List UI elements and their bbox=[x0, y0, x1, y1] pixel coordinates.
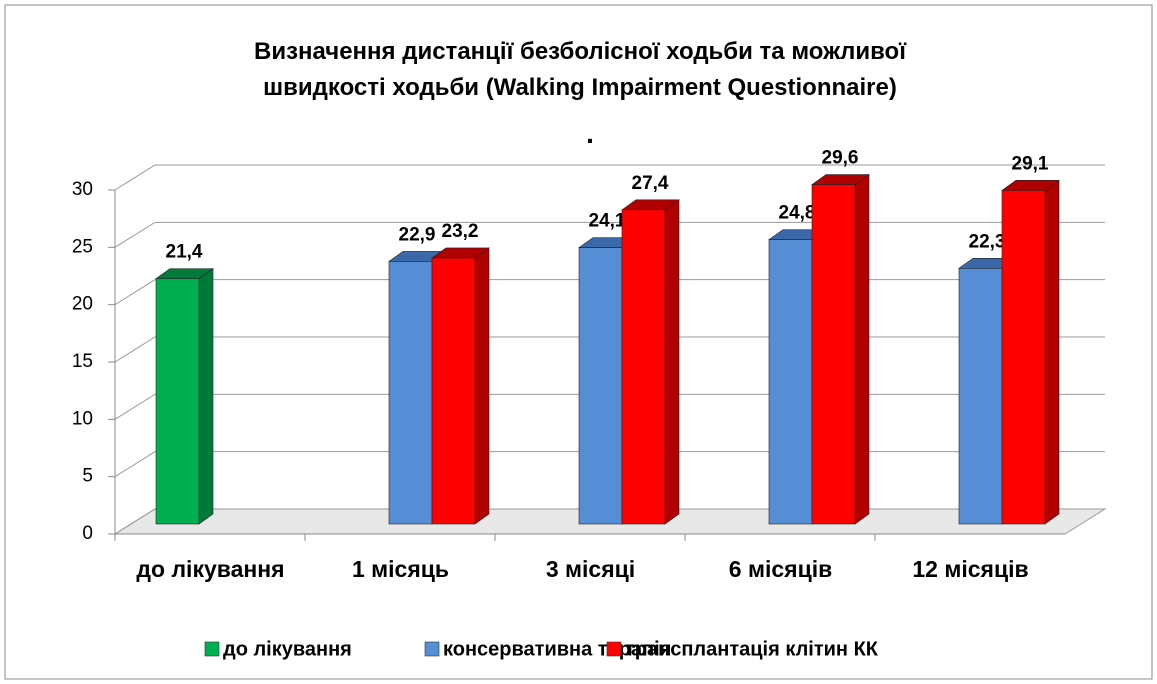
bar bbox=[621, 209, 666, 525]
bar bbox=[1001, 190, 1046, 525]
y-tick-label: 20 bbox=[72, 294, 93, 315]
data-label: 29,1 bbox=[1012, 153, 1049, 174]
x-tick-label: 12 місяців bbox=[912, 556, 1029, 582]
y-tick-label: 0 bbox=[82, 523, 93, 544]
y-tick-label: 25 bbox=[72, 236, 93, 257]
bar-side bbox=[854, 174, 870, 525]
legend-label: до лікування bbox=[223, 638, 352, 660]
annotation: . bbox=[586, 118, 594, 149]
bar-side bbox=[198, 268, 214, 525]
data-label: 22,9 bbox=[399, 224, 436, 245]
bar bbox=[958, 267, 1003, 525]
y-tick-label: 10 bbox=[72, 408, 93, 429]
grid-line bbox=[114, 221, 1105, 248]
data-label: 22,3 bbox=[969, 231, 1006, 252]
bar bbox=[811, 184, 856, 525]
y-tick-label: 5 bbox=[82, 466, 93, 487]
bar-side bbox=[664, 199, 680, 525]
chart-title: Визначення дистанції безболісної ходьби … bbox=[254, 38, 906, 101]
data-label: 27,4 bbox=[632, 173, 669, 194]
bar bbox=[768, 239, 813, 525]
x-tick-label: до лікування bbox=[136, 556, 285, 582]
bar bbox=[155, 278, 200, 525]
y-tick-label: 30 bbox=[72, 179, 93, 200]
grid-line bbox=[114, 164, 1105, 191]
y-tick-label: 15 bbox=[72, 351, 93, 372]
bar-side bbox=[474, 247, 490, 525]
x-tick-label: 1 місяць bbox=[351, 556, 450, 582]
bar bbox=[578, 247, 623, 525]
legend-swatch bbox=[424, 641, 440, 657]
legend-label: трансплантація клітин КК bbox=[625, 638, 879, 660]
legend-swatch bbox=[204, 641, 220, 657]
data-label: 24,8 bbox=[779, 203, 816, 224]
bar bbox=[388, 261, 433, 525]
x-tick-label: 3 місяці bbox=[545, 556, 636, 582]
x-tick-label: 6 місяців bbox=[728, 556, 833, 582]
bar-side bbox=[1044, 179, 1060, 525]
data-label: 21,4 bbox=[166, 242, 203, 263]
data-label: 24,1 bbox=[589, 211, 626, 232]
legend-swatch bbox=[606, 641, 622, 657]
bar bbox=[431, 257, 476, 525]
data-label: 23,2 bbox=[442, 221, 479, 242]
data-label: 29,6 bbox=[822, 148, 859, 169]
